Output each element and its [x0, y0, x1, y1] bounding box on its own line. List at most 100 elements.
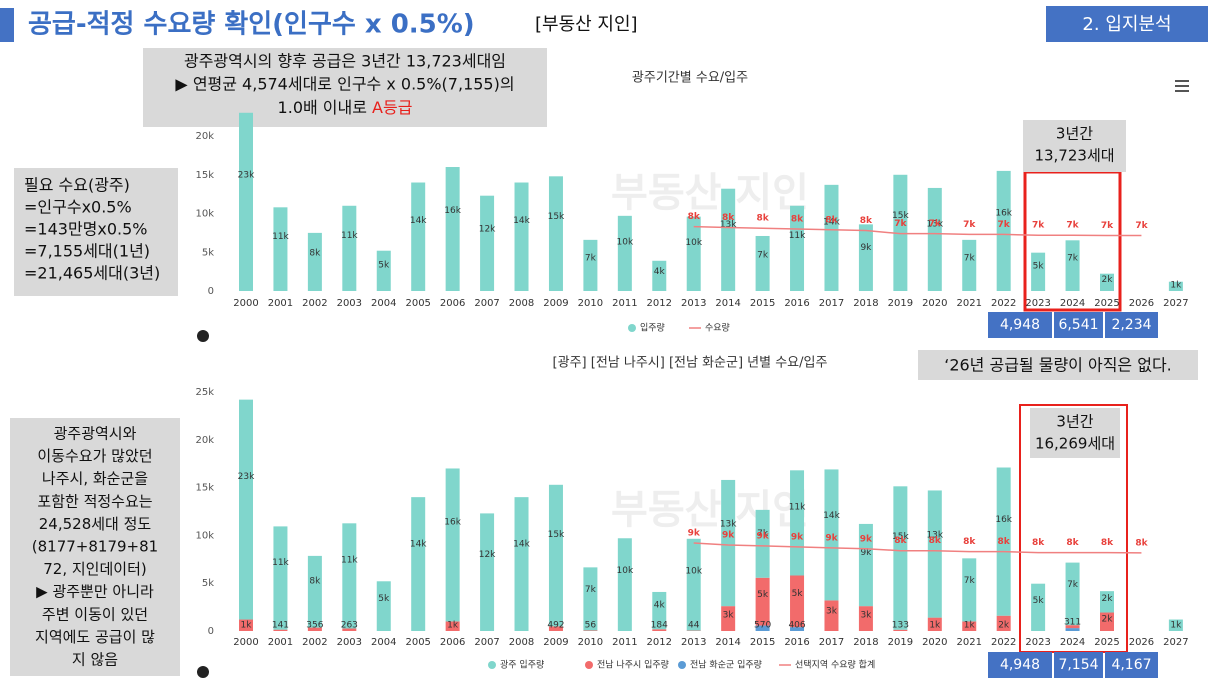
- data-label: 8k: [309, 249, 321, 259]
- bar: [721, 479, 736, 607]
- bar: [824, 184, 839, 291]
- x-tick-label: 2018: [853, 637, 878, 648]
- line-label: 7k: [894, 219, 907, 229]
- data-label: 7k: [757, 251, 769, 261]
- data-label: 263: [341, 621, 358, 631]
- data-label: 1k: [447, 621, 459, 631]
- section-label: 2. 입지분석: [1082, 14, 1171, 35]
- legend-label: 전남 나주시 입주량: [597, 659, 669, 671]
- chart-title: [광주] [전남 나주시] [전남 화순군] 년별 수요/입주: [553, 356, 828, 371]
- x-tick-label: 2026: [1129, 637, 1154, 648]
- bar: [858, 606, 873, 631]
- bar: [411, 497, 426, 631]
- data-label: 14k: [410, 539, 427, 549]
- data-label: 11k: [789, 503, 806, 513]
- line: [693, 542, 1142, 554]
- y-tick-label: 5k: [202, 578, 214, 589]
- bar: [927, 187, 942, 291]
- data-label: 5k: [378, 594, 390, 604]
- data-label: 10k: [617, 238, 634, 248]
- menu-icon[interactable]: [1175, 80, 1189, 92]
- x-tick-label: 2023: [1025, 637, 1050, 648]
- bar: [755, 235, 770, 291]
- y-tick-label: 25k: [195, 387, 214, 398]
- data-label: 16k: [444, 518, 461, 528]
- x-tick-label: 2001: [268, 298, 293, 309]
- note-line: 24,528세대 정도: [39, 515, 152, 533]
- total-text: 4,948: [1000, 657, 1040, 673]
- line-label: 9k: [722, 530, 735, 540]
- summary-text: 1.0배 이내로: [278, 98, 373, 117]
- summary-highlight: A등급: [372, 98, 412, 117]
- x-tick-label: 2018: [853, 298, 878, 309]
- bar: [996, 467, 1011, 616]
- callout-box: [1030, 408, 1120, 458]
- x-tick-label: 2005: [405, 298, 430, 309]
- note-line: ▶ 광주뿐만 아니라: [36, 583, 154, 601]
- x-tick-label: 2011: [612, 637, 637, 648]
- data-label: 1k: [1170, 281, 1182, 291]
- x-tick-label: 2009: [543, 298, 568, 309]
- y-tick-label: 15k: [195, 170, 214, 181]
- data-label: 11k: [341, 231, 358, 241]
- bar: [686, 216, 701, 291]
- chart-title: 광주기간별 수요/입주: [632, 71, 748, 86]
- note-line: 포함한 적정수요는: [37, 492, 152, 510]
- x-tick-label: 2008: [509, 298, 534, 309]
- x-tick-label: 2027: [1163, 637, 1188, 648]
- bar: [790, 627, 805, 631]
- line-label: 7k: [1135, 221, 1148, 231]
- x-tick-label: 2024: [1060, 637, 1085, 648]
- bar: [480, 195, 495, 291]
- note-line: 광주광역시와: [54, 425, 137, 443]
- bar: [239, 619, 253, 631]
- data-label: 2k: [1102, 275, 1114, 285]
- bar: [411, 182, 426, 291]
- data-label: 9k: [860, 243, 872, 253]
- bar: [755, 625, 770, 631]
- bar: [514, 497, 529, 631]
- x-tick-label: 2023: [1025, 298, 1050, 309]
- legend-label: 수요량: [705, 322, 730, 334]
- x-tick-label: 2016: [784, 298, 809, 309]
- x-tick-label: 2016: [784, 637, 809, 648]
- data-label: 1k: [241, 621, 253, 631]
- data-label: 7k: [585, 253, 597, 263]
- line-label: 8k: [688, 212, 701, 222]
- x-tick-label: 2027: [1163, 298, 1188, 309]
- x-tick-label: 2010: [578, 298, 603, 309]
- line-label: 8k: [998, 537, 1011, 547]
- logo: [197, 666, 209, 678]
- bar: [307, 232, 322, 291]
- legend-label: 선택지역 수요량 합계: [795, 659, 875, 671]
- data-label: 10k: [685, 238, 702, 248]
- total-text: 4,167: [1111, 657, 1151, 673]
- note-line: 나주시, 화순군을: [42, 470, 148, 488]
- line-label: 8k: [825, 215, 838, 225]
- bar: [548, 484, 563, 627]
- bar: [721, 188, 736, 291]
- line-label: 9k: [756, 531, 769, 541]
- bar: [548, 626, 563, 631]
- data-label: 16k: [444, 206, 461, 216]
- x-tick-label: 2002: [302, 298, 327, 309]
- data-label: 4k: [654, 601, 666, 611]
- x-tick-label: 2011: [612, 298, 637, 309]
- bar: [790, 575, 805, 628]
- bar: [927, 490, 942, 618]
- data-label: 406: [788, 621, 805, 631]
- note-line: =인구수x0.5%: [24, 198, 132, 217]
- x-tick-label: 2022: [991, 298, 1016, 309]
- bar: [273, 207, 288, 291]
- y-tick-label: 5k: [202, 247, 214, 258]
- bar: [583, 239, 598, 291]
- summary-line: 1.0배 이내로 A등급: [278, 98, 413, 117]
- bar: [480, 513, 495, 631]
- bar: [962, 239, 977, 291]
- bar: [1031, 252, 1046, 291]
- bar: [721, 606, 736, 631]
- x-tick-label: 2000: [233, 298, 258, 309]
- data-label: 5k: [1033, 262, 1045, 272]
- bar: [342, 628, 357, 631]
- bar: [307, 627, 322, 631]
